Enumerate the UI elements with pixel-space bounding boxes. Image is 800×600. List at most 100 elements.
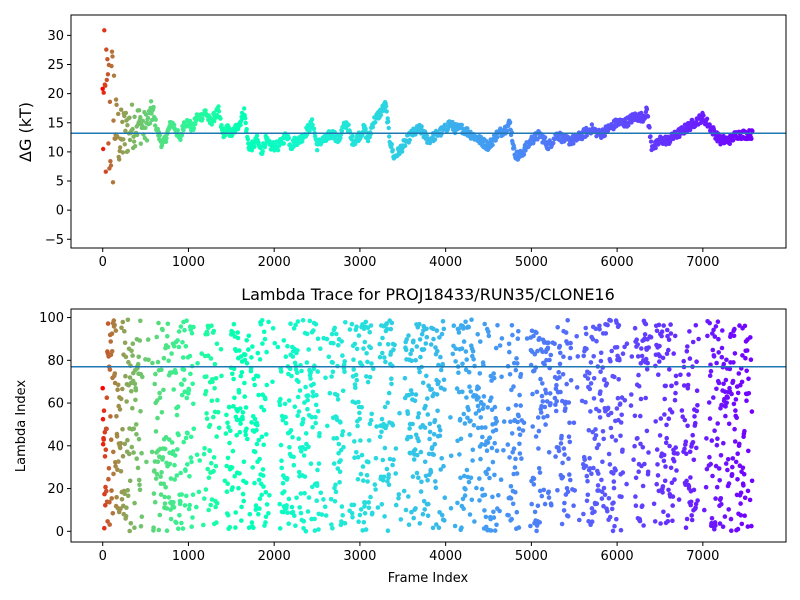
lambda-point (409, 347, 415, 353)
lambda-point (261, 442, 267, 448)
lambda-point (349, 511, 355, 516)
lambda-point (250, 344, 255, 349)
lambda-point (744, 368, 749, 374)
lambda-point (565, 514, 571, 519)
lambda-point (693, 420, 698, 426)
lambda-point (475, 332, 481, 337)
lambda-point (277, 501, 283, 507)
lambda-point (477, 476, 482, 481)
lambda-point (282, 401, 288, 407)
lambda-point (645, 360, 650, 366)
lambda-point (695, 403, 700, 408)
lambda-point (536, 446, 541, 451)
delta-g-x-tick-label: 3000 (343, 255, 376, 270)
lambda-point (435, 348, 440, 354)
lambda-point (466, 479, 472, 485)
lambda-point (284, 503, 289, 508)
delta-g-point (117, 157, 122, 162)
lambda-point (491, 515, 497, 520)
lambda-point (509, 516, 514, 522)
lambda-point (189, 330, 195, 336)
lambda-point (461, 411, 467, 417)
lambda-point (683, 439, 689, 445)
lambda-point (212, 361, 218, 367)
lambda-point (103, 503, 108, 508)
lambda-point (137, 338, 143, 343)
lambda-point (161, 481, 166, 487)
lambda-point (658, 521, 663, 526)
lambda-point (122, 340, 128, 346)
lambda-point (382, 355, 387, 360)
lambda-point (363, 319, 369, 325)
lambda-point (282, 489, 287, 494)
lambda-point (612, 374, 617, 380)
lambda-point (406, 333, 411, 338)
lambda-point (636, 383, 642, 389)
lambda-point (722, 514, 728, 519)
lambda-point (675, 451, 680, 456)
lambda-point (416, 438, 421, 444)
lambda-point (441, 463, 446, 469)
lambda-point (180, 355, 186, 360)
lambda-point (361, 346, 366, 351)
lambda-point (712, 334, 718, 339)
lambda-point (606, 496, 612, 501)
lambda-point (634, 337, 639, 343)
lambda-point (509, 323, 515, 328)
lambda-point (584, 473, 590, 479)
lambda-point (262, 336, 268, 342)
delta-g-point (701, 113, 706, 118)
lambda-point (598, 369, 603, 375)
lambda-point (294, 370, 300, 376)
lambda-point (330, 369, 336, 375)
lambda-point (738, 513, 744, 518)
delta-g-point (211, 110, 216, 116)
lambda-point (716, 336, 721, 342)
lambda-point (591, 376, 597, 381)
lambda-point (384, 326, 390, 332)
lambda-point (369, 361, 374, 366)
lambda-point (130, 405, 135, 411)
lambda-point (367, 421, 373, 427)
delta-g-point (244, 127, 249, 132)
lambda-point (631, 457, 636, 463)
lambda-point (211, 468, 216, 474)
lambda-point (413, 392, 419, 397)
lambda-point (335, 392, 340, 398)
lambda-point (384, 321, 390, 326)
lambda-point (574, 334, 579, 339)
lambda-point (107, 499, 112, 505)
lambda-point (694, 445, 699, 451)
lambda-point (257, 496, 263, 502)
lambda-point (257, 456, 262, 462)
lambda-point (543, 390, 549, 396)
lambda-point (666, 487, 671, 493)
lambda-point (420, 511, 426, 517)
lambda-point (664, 351, 670, 357)
lambda-point (520, 428, 526, 433)
delta-g-point (626, 123, 631, 128)
lambda-point (306, 444, 311, 450)
lambda-x-ticks: 0 1000 2000 3000 4000 5000 6000 7000 (99, 542, 719, 564)
lambda-point (632, 325, 638, 331)
lambda-point (562, 452, 567, 457)
lambda-point (255, 511, 261, 517)
lambda-point (568, 378, 574, 383)
lambda-point (403, 347, 409, 353)
lambda-point (598, 389, 603, 394)
lambda-point (546, 495, 552, 500)
lambda-point (305, 509, 311, 514)
lambda-point (297, 505, 303, 510)
lambda-point (166, 495, 172, 500)
lambda-point (106, 466, 112, 471)
lambda-point (567, 420, 572, 426)
lambda-point (442, 495, 448, 501)
lambda-point (516, 426, 522, 432)
lambda-point (732, 439, 738, 444)
delta-g-point (104, 47, 109, 52)
lambda-point (622, 398, 628, 403)
lambda-point (498, 477, 504, 483)
delta-g-point (101, 146, 106, 152)
lambda-point (531, 482, 537, 487)
lambda-point (441, 377, 447, 383)
